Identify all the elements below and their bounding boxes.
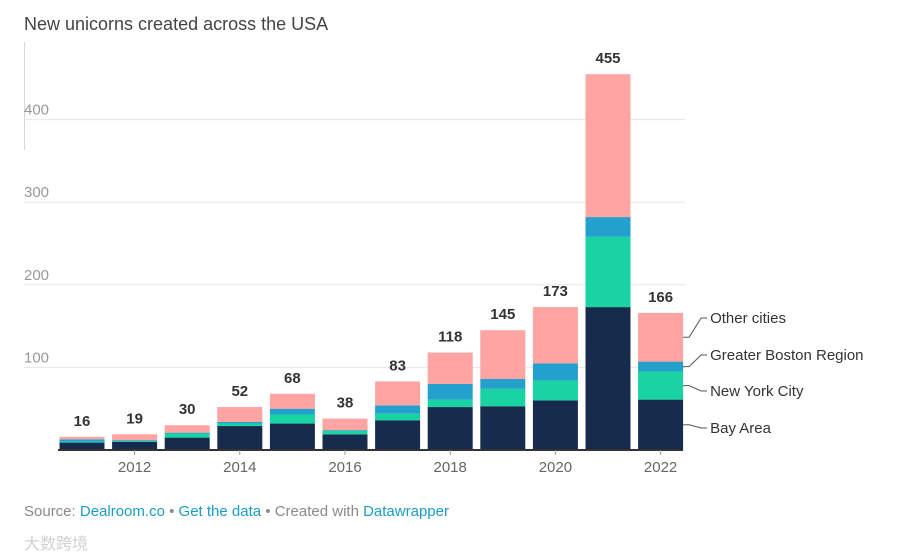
bar-segment-new-york-city (480, 388, 526, 407)
legend-leader-line (683, 424, 708, 429)
bar-segment-other-cities (112, 434, 158, 441)
bar-segment-other-cities (532, 307, 578, 364)
bar-segment-greater-boston-region (532, 363, 578, 381)
bar-segment-greater-boston-region (269, 408, 315, 415)
bar-total-label: 68 (284, 370, 301, 387)
bar-segment-other-cities (164, 425, 210, 433)
legend-leader-line (683, 385, 708, 392)
bar-segment-greater-boston-region (164, 432, 210, 434)
bar-segment-new-york-city (269, 414, 315, 424)
footer: Source: Dealroom.co • Get the data • Cre… (24, 503, 449, 520)
bar-total-label: 52 (231, 383, 248, 400)
bar-segment-bay-area (112, 441, 158, 450)
bar-total-label: 166 (648, 289, 673, 306)
bar-segment-greater-boston-region (112, 440, 158, 441)
bar-segment-other-cities (427, 352, 473, 384)
y-tick-label: 100 (24, 349, 49, 366)
bar-total-label: 16 (74, 413, 91, 430)
bar-segment-greater-boston-region (427, 383, 473, 400)
footer-separator: • (265, 503, 271, 520)
bar-segment-new-york-city (375, 413, 421, 421)
bar-total-label: 83 (389, 357, 406, 374)
x-tick-label: 2012 (118, 459, 151, 476)
x-tick-label: 2014 (223, 459, 256, 476)
bar-segment-new-york-city (112, 440, 158, 442)
y-tick-label: 300 (24, 184, 49, 201)
bar-segment-bay-area (427, 407, 473, 450)
bar-segment-greater-boston-region (322, 430, 368, 432)
bar-segment-other-cities (480, 330, 526, 379)
legend-label: Bay Area (710, 420, 772, 437)
created-with-label: Created with (274, 503, 359, 520)
bar-segment-bay-area (322, 434, 368, 450)
bar-segment-new-york-city (164, 433, 210, 438)
bar-segment-other-cities (638, 312, 684, 362)
y-tick-label: 400 (24, 102, 49, 119)
bar-segment-bay-area (375, 420, 421, 450)
bar-segment-other-cities (59, 436, 105, 440)
bar-segment-greater-boston-region (585, 217, 631, 237)
bar-segment-greater-boston-region (59, 439, 105, 442)
bar-segment-greater-boston-region (217, 421, 263, 424)
bar-segment-new-york-city (427, 399, 473, 408)
y-tick-label: 200 (24, 267, 49, 284)
x-tick-label: 2022 (644, 459, 677, 476)
bar-segment-other-cities (375, 381, 421, 406)
title-rule (24, 42, 25, 150)
x-tick-label: 2020 (539, 459, 572, 476)
legend-label: Other cities (710, 310, 786, 327)
bar-segment-bay-area (269, 423, 315, 450)
bar-total-label: 19 (126, 410, 143, 427)
bar-segment-bay-area (480, 406, 526, 450)
bar-segment-bay-area (585, 307, 631, 450)
bar-segment-new-york-city (217, 423, 263, 427)
bar-segment-bay-area (59, 442, 105, 450)
bar-segment-bay-area (638, 399, 684, 450)
bar-segment-other-cities (585, 74, 631, 218)
bar-segment-new-york-city (322, 431, 368, 435)
bar-total-label: 173 (543, 283, 568, 300)
legend-leader-line (683, 317, 708, 338)
bar-segment-greater-boston-region (375, 405, 421, 414)
source-label: Source: (24, 503, 76, 520)
x-tick-label: 2018 (434, 459, 467, 476)
bar-total-label: 38 (337, 395, 354, 412)
bar-total-label: 118 (438, 329, 462, 346)
watermark-logo: 大数跨境 (24, 536, 89, 553)
bar-segment-bay-area (164, 437, 210, 450)
bar-total-label: 145 (490, 306, 515, 323)
bar-segment-other-cities (217, 407, 263, 422)
bar-segment-other-cities (322, 418, 368, 431)
bar-segment-new-york-city (532, 380, 578, 401)
chart-title: New unicorns created across the USA (24, 14, 329, 34)
bar-segment-greater-boston-region (638, 361, 684, 372)
bar-segment-bay-area (532, 400, 578, 450)
bar-segment-bay-area (217, 426, 263, 450)
bar-segment-new-york-city (585, 236, 631, 308)
legend-label: New York City (710, 383, 804, 400)
footer-separator: • (169, 503, 175, 520)
dealroom-link[interactable]: Dealroom.co (79, 503, 165, 520)
legend-leader-line (683, 354, 708, 368)
bar-segment-other-cities (269, 393, 315, 409)
bar-segment-new-york-city (638, 371, 684, 400)
datawrapper-link[interactable]: Datawrapper (363, 503, 449, 520)
get-the-data-link[interactable]: Get the data (178, 503, 262, 520)
bar-total-label: 30 (179, 401, 196, 418)
bar-segment-new-york-city (59, 441, 105, 443)
bar-total-label: 455 (595, 50, 620, 67)
stacked-bar-chart: 100 200 300 400 16 19 30 52 68 38 83 118 145 173 455 16… (24, 50, 864, 476)
bar-segment-greater-boston-region (480, 378, 526, 389)
x-tick-label: 2016 (328, 459, 361, 476)
legend-label: Greater Boston Region (710, 347, 863, 364)
